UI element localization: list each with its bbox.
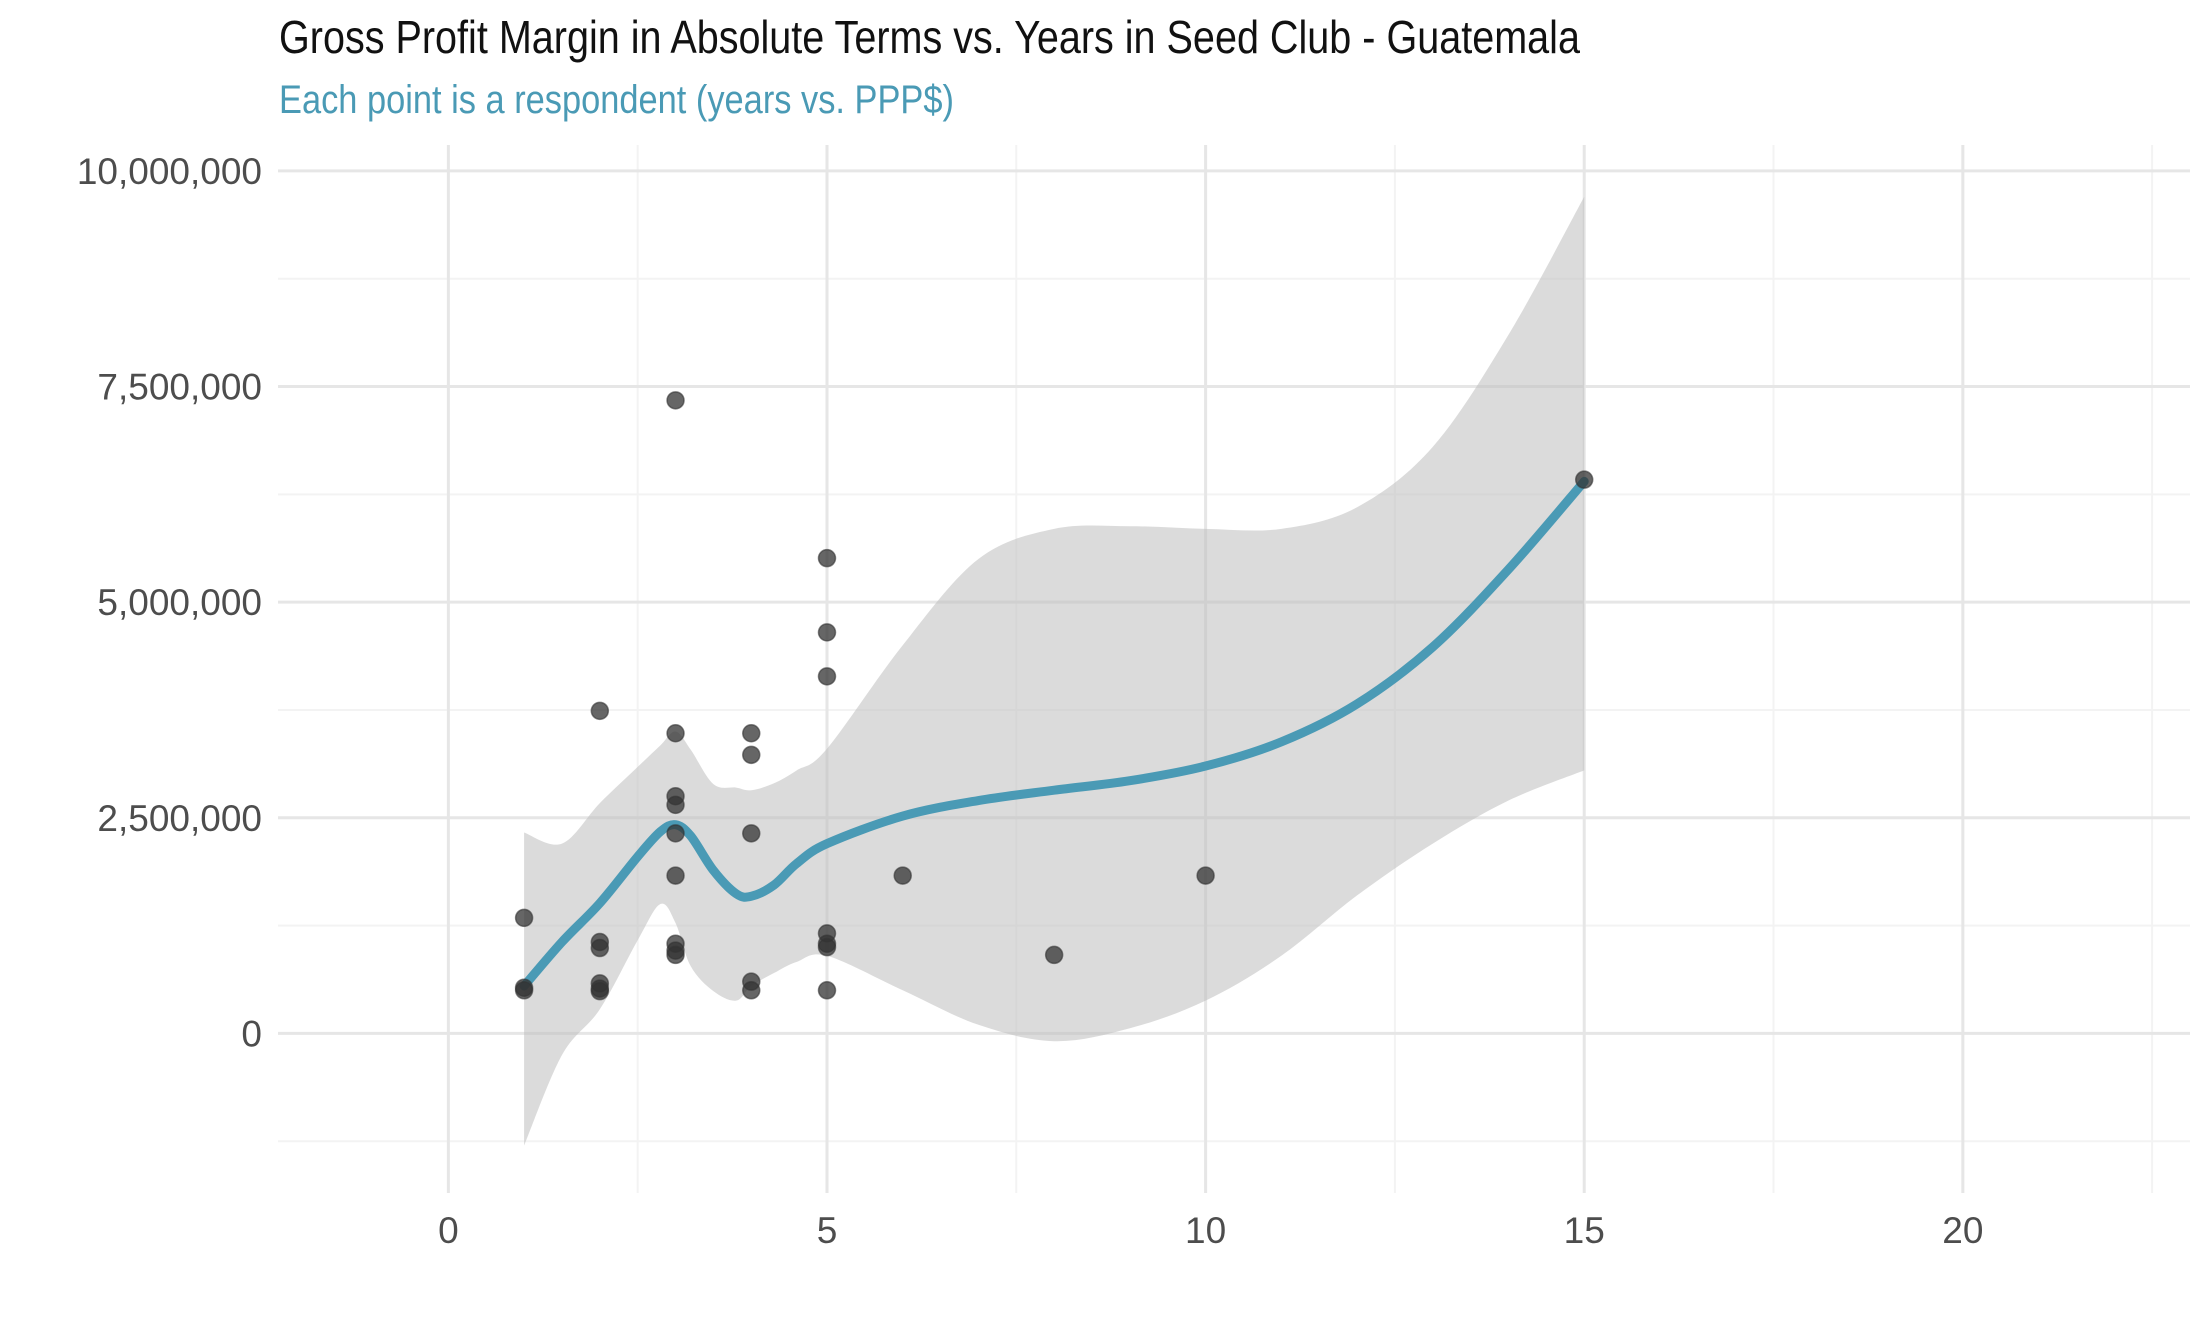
data-point — [666, 724, 685, 743]
data-point — [666, 945, 685, 965]
confidence-band-layer — [524, 196, 1585, 1146]
data-point — [666, 795, 685, 815]
data-point — [1574, 470, 1594, 489]
data-point — [590, 701, 610, 721]
data-point — [817, 623, 837, 642]
data-point — [590, 981, 610, 1001]
confidence-band — [524, 196, 1585, 1146]
data-point — [1196, 866, 1215, 885]
y-tick-label: 0 — [241, 1013, 262, 1054]
data-point — [817, 667, 837, 686]
y-tick-label: 2,500,000 — [97, 798, 262, 839]
data-point — [742, 724, 761, 743]
x-tick-label: 10 — [1185, 1210, 1226, 1251]
data-point — [666, 824, 685, 843]
data-point — [742, 745, 761, 765]
data-point — [817, 937, 837, 957]
data-point — [817, 981, 837, 1000]
data-point — [1044, 945, 1064, 965]
chart-subtitle: Each point is a respondent (years vs. PP… — [279, 78, 954, 122]
data-point — [742, 981, 761, 1000]
data-point — [666, 866, 685, 885]
data-point — [817, 548, 837, 568]
x-axis-tick-labels: 0 5 10 15 20 — [438, 1210, 1983, 1251]
data-point — [742, 824, 761, 843]
data-point — [893, 866, 912, 885]
data-point — [590, 938, 610, 958]
x-tick-label: 0 — [438, 1210, 459, 1251]
y-tick-label: 7,500,000 — [97, 367, 262, 408]
points-layer — [514, 391, 1594, 1001]
data-point — [666, 391, 685, 410]
data-point — [514, 981, 534, 1000]
y-axis-tick-labels: 0 2,500,000 5,000,000 7,500,000 10,000,000 — [77, 151, 262, 1055]
x-tick-label: 15 — [1564, 1210, 1605, 1251]
y-tick-label: 10,000,000 — [77, 151, 262, 192]
x-tick-label: 5 — [817, 1210, 838, 1251]
x-tick-label: 20 — [1942, 1210, 1983, 1251]
y-tick-label: 5,000,000 — [97, 582, 262, 623]
data-point — [514, 908, 534, 928]
smooth-line-layer — [519, 476, 1589, 991]
chart-title: Gross Profit Margin in Absolute Terms vs… — [279, 11, 1580, 63]
smooth-trend-line — [519, 476, 1589, 991]
